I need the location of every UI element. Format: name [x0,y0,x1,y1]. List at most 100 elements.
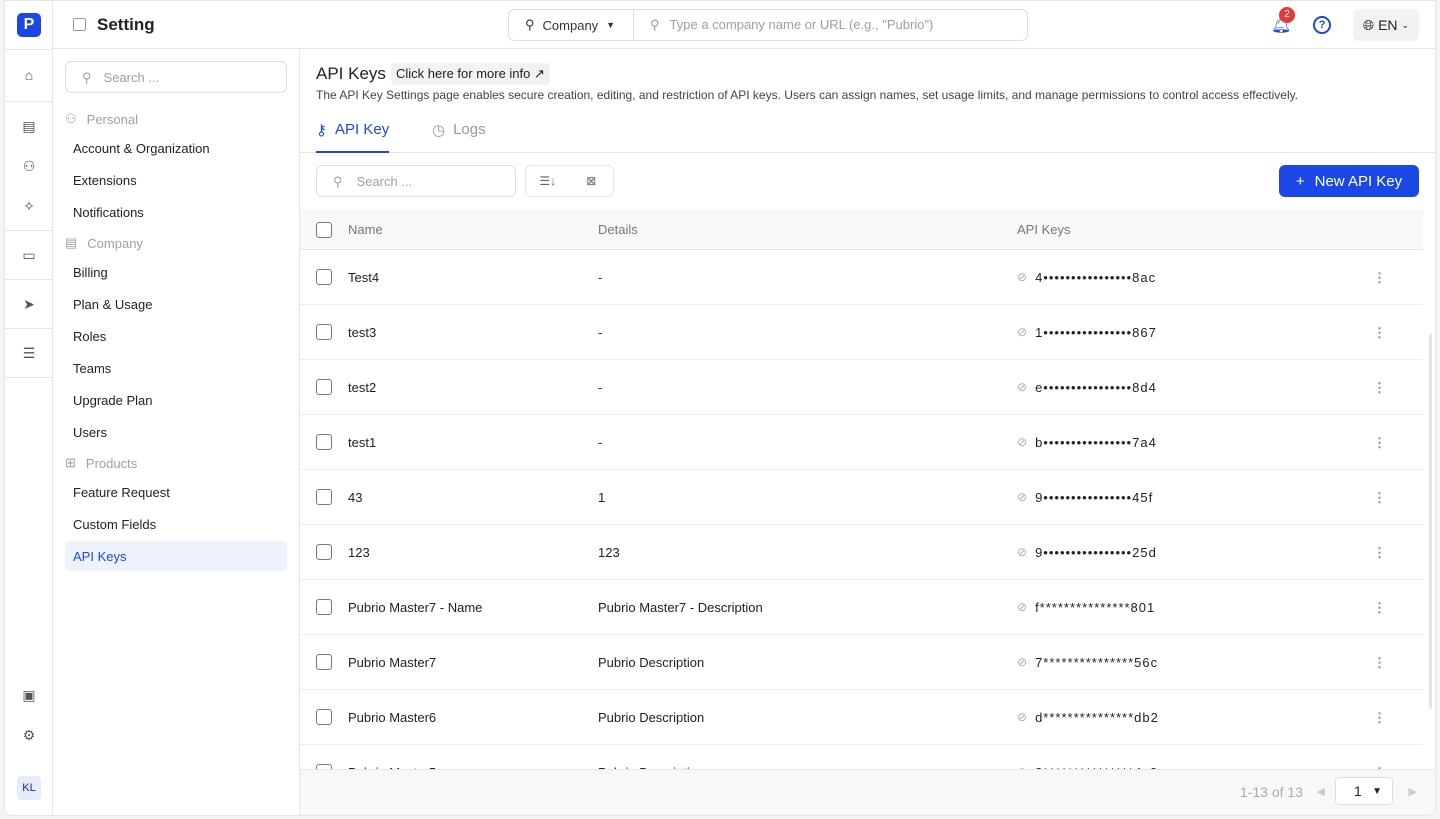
more-options-icon[interactable]: ⋮ [1373,435,1386,450]
grid-icon: ⊞ [65,455,76,470]
cast-icon[interactable]: ▭ [22,247,36,263]
scope-label: Company [542,17,599,33]
table-row[interactable]: Test4 - ⊘ 4••••••••••••••••8ac ⋮ [300,250,1423,305]
row-checkbox[interactable] [316,544,332,560]
group-label: Products [85,455,138,471]
group-company: ▤ Company [65,235,143,251]
more-options-icon[interactable]: ⋮ [1373,600,1386,615]
column-name[interactable]: Name [348,222,383,237]
sidebar-item-account[interactable]: Account & Organization [73,141,210,156]
row-checkbox[interactable] [316,599,332,615]
logo[interactable]: P [17,13,41,37]
table-row[interactable]: 43 1 ⊘ 9••••••••••••••••45f ⋮ [300,470,1423,525]
masked-key: 9••••••••••••••••45f [1035,490,1154,505]
next-page-icon[interactable]: ▶ [1408,786,1417,798]
row-checkbox[interactable] [316,489,332,505]
row-checkbox[interactable] [316,269,332,285]
row-checkbox[interactable] [316,764,332,769]
more-options-icon[interactable]: ⋮ [1373,710,1386,725]
eye-off-icon[interactable]: ⊘ [1017,655,1028,669]
more-info-link[interactable]: Click here for more info ↗ [391,63,550,85]
key-icon: ⚷ [316,122,327,139]
sidebar-item-users[interactable]: Users [73,425,107,440]
home-icon[interactable]: ⌂ [24,67,34,83]
table-row[interactable]: test3 - ⊘ 1••••••••••••••••867 ⋮ [300,305,1423,360]
more-options-icon[interactable]: ⋮ [1373,325,1386,340]
eye-off-icon[interactable]: ⊘ [1017,270,1028,284]
plus-icon: + [1295,172,1305,190]
section-title: API Keys [316,64,386,83]
more-options-icon[interactable]: ⋮ [1373,545,1386,560]
table-row[interactable]: Pubrio Master7 - Name Pubrio Master7 - D… [300,580,1423,635]
search-scope-select[interactable]: ⚲ Company ▼ [509,10,634,40]
sidebar-item-custom-fields[interactable]: Custom Fields [73,517,157,532]
row-checkbox[interactable] [316,379,332,395]
select-all-checkbox[interactable] [316,222,332,238]
avatar[interactable]: KL [17,776,41,800]
table-row[interactable]: 123 123 ⊘ 9••••••••••••••••25d ⋮ [300,525,1423,580]
sidebar-toggle-icon[interactable] [73,18,86,31]
sidebar-item-upgrade-plan[interactable]: Upgrade Plan [73,393,153,408]
row-checkbox[interactable] [316,709,332,725]
scrollbar[interactable] [1429,334,1432,709]
eye-off-icon[interactable]: ⊘ [1017,600,1028,614]
gear-icon[interactable]: ⚙ [22,727,36,743]
table-row[interactable]: Pubrio Master5 Pubrio Description ⊘ 8****… [300,745,1423,769]
more-options-icon[interactable]: ⋮ [1373,655,1386,670]
sidebar-item-feature-request[interactable]: Feature Request [73,485,170,500]
sidebar-search-input[interactable]: ⚲ Search ... [65,61,287,93]
more-options-icon[interactable]: ⋮ [1373,490,1386,505]
more-options-icon[interactable]: ⋮ [1373,380,1386,395]
eye-off-icon[interactable]: ⊘ [1017,380,1028,394]
clear-filter-icon[interactable]: ⊠ [586,174,597,188]
table-row[interactable]: test2 - ⊘ e••••••••••••••••8d4 ⋮ [300,360,1423,415]
prev-page-icon[interactable]: ◀ [1316,786,1325,798]
eye-off-icon[interactable]: ⊘ [1017,325,1028,339]
eye-off-icon[interactable]: ⊘ [1017,435,1028,449]
eye-off-icon[interactable]: ⊘ [1017,545,1028,559]
table-row[interactable]: Pubrio Master7 Pubrio Description ⊘ 7****… [300,635,1423,690]
users-icon[interactable]: ⚇ [22,158,36,174]
page-description: The API Key Settings page enables secure… [316,88,1299,102]
sort-icon[interactable]: ☰↓ [539,174,557,188]
table-search-input[interactable]: ⚲ Search ... [316,165,516,197]
tab-logs[interactable]: ◷ Logs [432,121,486,151]
row-details: Pubrio Description [598,655,705,670]
tabs: ⚷ API Key ◷ Logs [300,113,1435,153]
company-search-input[interactable]: ⚲ Type a company name or URL (e.g., "Pubr… [634,17,933,33]
sidebar-item-roles[interactable]: Roles [73,329,107,344]
sidebar-item-notifications[interactable]: Notifications [73,205,144,220]
building-icon[interactable]: ▤ [22,118,36,134]
row-checkbox[interactable] [316,654,332,670]
eye-off-icon[interactable]: ⊘ [1017,490,1028,504]
search-icon: ⚲ [82,70,92,85]
sidebar-item-teams[interactable]: Teams [73,361,112,376]
masked-key: 1••••••••••••••••867 [1035,325,1157,340]
eye-off-icon[interactable]: ⊘ [1017,710,1028,724]
masked-key: b••••••••••••••••7a4 [1035,435,1157,450]
more-options-icon[interactable]: ⋮ [1373,270,1386,285]
row-details: Pubrio Master7 - Description [598,600,763,615]
masked-key: d***************db2 [1035,710,1159,725]
sidebar-item-api-keys[interactable]: API Keys [65,541,287,571]
row-checkbox[interactable] [316,434,332,450]
server-icon[interactable]: ☰ [22,345,36,361]
sidebar-item-extensions[interactable]: Extensions [73,173,137,188]
table-row[interactable]: test1 - ⊘ b••••••••••••••••7a4 ⋮ [300,415,1423,470]
tab-api-key[interactable]: ⚷ API Key [316,121,390,153]
language-select[interactable]: 🌐︎ EN ⌄ [1353,9,1419,41]
row-checkbox[interactable] [316,324,332,340]
send-icon[interactable]: ➤ [23,296,35,312]
more-options-icon[interactable]: ⋮ [1373,765,1386,769]
page-select[interactable]: 1 ▼ [1335,777,1393,805]
row-name: 123 [348,545,370,560]
eye-off-icon[interactable]: ⊘ [1017,765,1027,769]
sidebar-item-plan-usage[interactable]: Plan & Usage [73,297,153,312]
sparkle-icon[interactable]: ✧ [23,198,35,214]
table-row[interactable]: Pubrio Master6 Pubrio Description ⊘ d****… [300,690,1423,745]
new-api-key-button[interactable]: + New API Key [1279,165,1419,197]
sidebar-item-billing[interactable]: Billing [73,265,108,280]
wallet-icon[interactable]: ▣ [22,687,36,703]
app-window: P ⌂ ▤ ⚇ ✧ ▭ ➤ ☰ ▣ ⚙ KL Setting ⚲ Company ▼… [4,0,1436,816]
help-icon[interactable]: ? [1313,16,1331,34]
